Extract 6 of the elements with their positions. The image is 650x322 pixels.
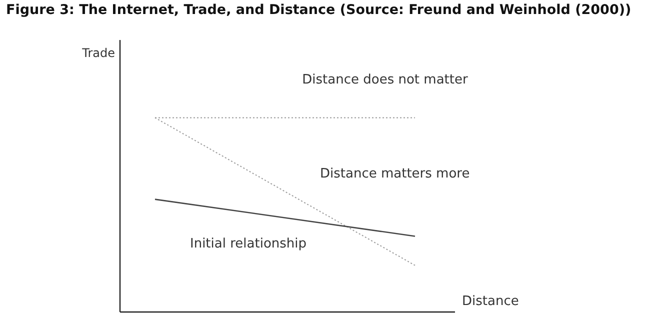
y-axis-title: Trade [82, 46, 115, 60]
text: Distance does not matter [302, 72, 468, 88]
series-label: Initial relationship [190, 236, 307, 252]
x-axis-title: Distance [462, 294, 519, 309]
series-label: Distance matters more [320, 166, 470, 182]
chart-title: Figure 3: The Internet, Trade, and Distance (Source: Freund and Weinhold (2000)) [6, 2, 632, 18]
